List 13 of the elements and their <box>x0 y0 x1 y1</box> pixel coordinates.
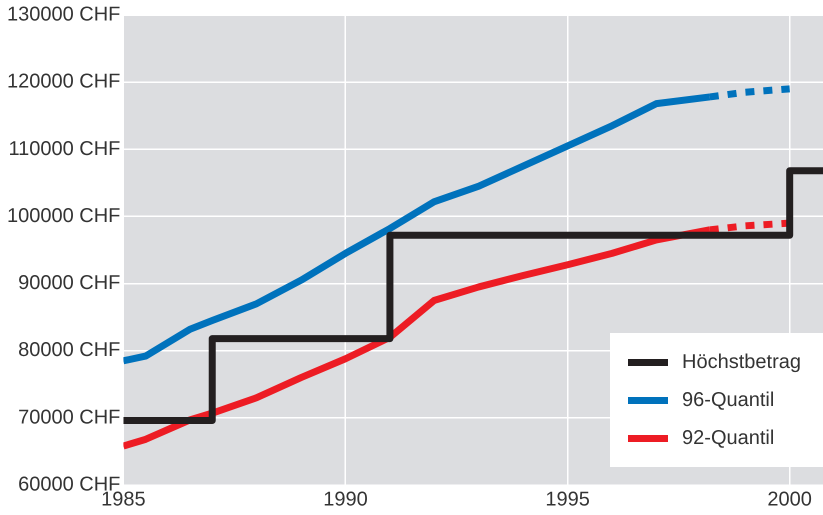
x-tick-label: 1990 <box>323 488 368 511</box>
legend-label: 92-Quantil <box>682 426 774 450</box>
y-tick-label: 70000 CHF <box>18 406 120 428</box>
legend-label: 96-Quantil <box>682 388 774 412</box>
y-tick-label: 110000 CHF <box>8 138 120 160</box>
y-tick-label: 130000 CHF <box>6 4 120 26</box>
y-tick-label: 120000 CHF <box>6 70 120 93</box>
y-tick-label: 80000 CHF <box>18 339 120 362</box>
x-tick-label: 2000 <box>767 488 812 511</box>
x-tick-label: 1995 <box>545 488 590 511</box>
y-tick-label: 100000 CHF <box>6 204 120 227</box>
legend-label: Höchstbetrag <box>682 350 801 374</box>
y-tick-label: 90000 CHF <box>18 272 120 294</box>
